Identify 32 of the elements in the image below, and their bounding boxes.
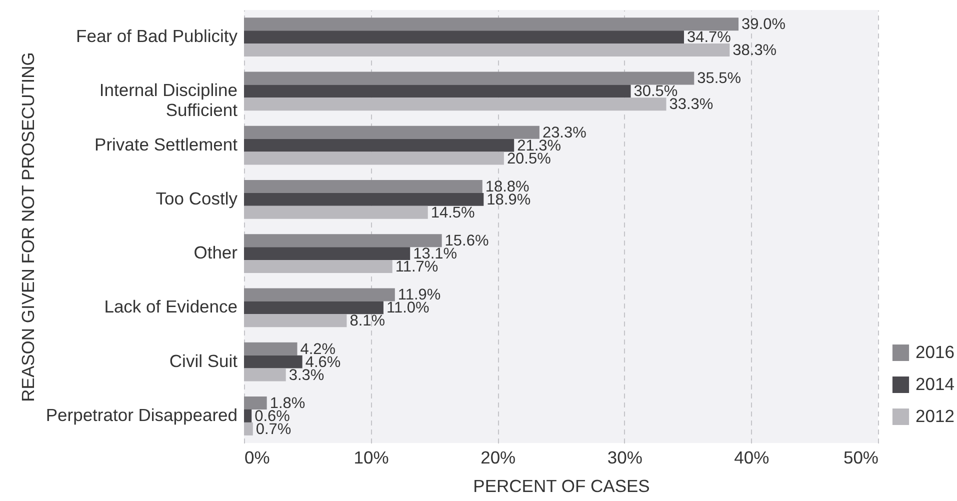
data-label: 11.0%	[386, 300, 430, 317]
legend-label: 2016	[916, 342, 954, 362]
legend-label: 2014	[916, 374, 955, 394]
y-tick-label: Other	[194, 242, 238, 263]
x-tick-label: 0%	[244, 448, 270, 468]
y-tick-label: Too Costly	[156, 188, 238, 208]
y-tick-label: Private Settlement	[94, 134, 238, 154]
y-tick-label: Internal Discipline Sufficient	[99, 80, 238, 120]
x-axis-title: PERCENT OF CASES	[473, 476, 650, 496]
y-tick-label: Perpetrator Disappeared	[46, 404, 238, 425]
data-label: 14.5%	[430, 204, 476, 222]
data-label: 8.1%	[350, 312, 386, 330]
x-tick-label: 30%	[607, 448, 642, 468]
legend-label: 2012	[916, 406, 954, 426]
data-label: 0.7%	[256, 420, 292, 438]
data-label: 3.3%	[288, 366, 324, 384]
x-tick-label: 10%	[354, 448, 389, 468]
x-tick-label: 40%	[734, 448, 770, 468]
data-label: 18.9%	[486, 191, 531, 208]
data-label: 33.3%	[669, 96, 714, 114]
data-label: 35.5%	[697, 70, 742, 88]
y-axis-title: REASON GIVEN FOR NOT PROSECUTING	[18, 52, 38, 402]
data-label: 38.3%	[732, 42, 777, 60]
data-label: 11.7%	[395, 258, 438, 276]
data-label: 34.7%	[686, 29, 732, 46]
x-tick-label: 50%	[843, 448, 878, 468]
data-label: 39.0%	[742, 16, 786, 34]
y-tick-label: Civil Suit	[169, 350, 238, 371]
data-label: 20.5%	[506, 150, 552, 168]
x-tick-label: 20%	[480, 448, 516, 468]
y-tick-label: Lack of Evidence	[104, 296, 238, 317]
y-tick-label: Fear of Bad Publicity	[76, 26, 238, 46]
